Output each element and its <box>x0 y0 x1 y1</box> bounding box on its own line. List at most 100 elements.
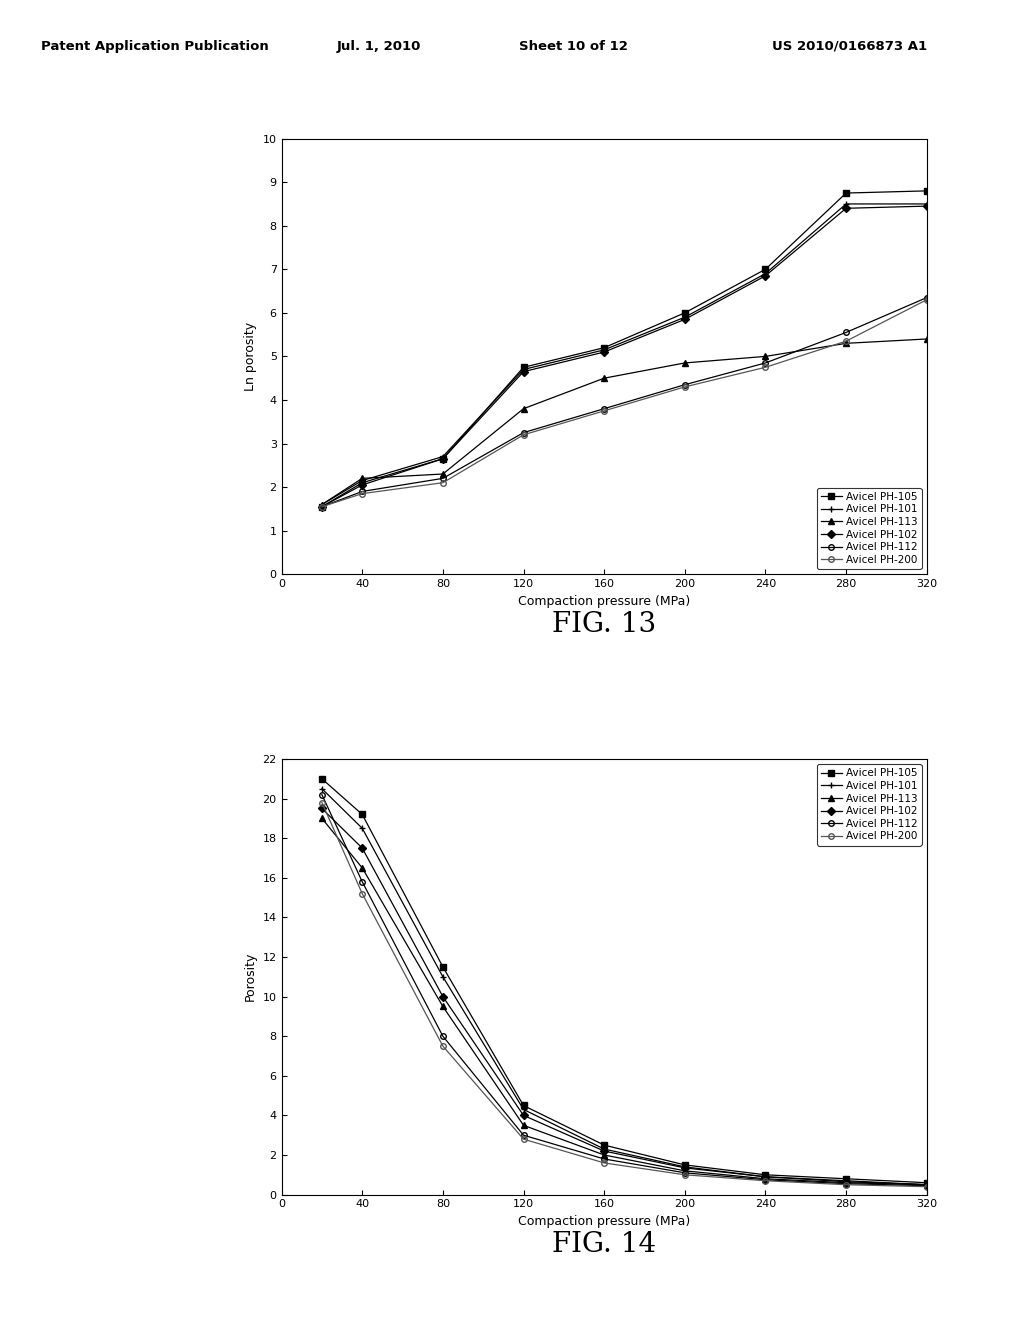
Avicel PH-112 <box>679 1164 691 1180</box>
X-axis label: Compaction pressure (MPa): Compaction pressure (MPa) <box>518 594 690 607</box>
Avicel PH-101 <box>679 1159 691 1175</box>
Avicel PH-102 <box>356 477 369 492</box>
Avicel PH-200 <box>840 1177 852 1193</box>
Avicel PH-113 <box>679 1163 691 1179</box>
Avicel PH-101 <box>517 1101 529 1117</box>
Avicel PH-105 <box>598 339 610 355</box>
Avicel PH-113 <box>840 1175 852 1191</box>
Avicel PH-200 <box>436 475 449 491</box>
Avicel PH-105 <box>315 771 328 787</box>
Avicel PH-105 <box>436 958 449 974</box>
Avicel PH-112 <box>760 355 772 371</box>
Avicel PH-112 <box>598 401 610 417</box>
Avicel PH-112 <box>356 874 369 890</box>
Avicel PH-113 <box>840 335 852 351</box>
Text: Sheet 10 of 12: Sheet 10 of 12 <box>519 40 628 53</box>
Avicel PH-102 <box>760 268 772 284</box>
Avicel PH-105 <box>315 499 328 515</box>
Avicel PH-102 <box>760 1170 772 1185</box>
Avicel PH-102 <box>436 989 449 1005</box>
Avicel PH-200 <box>760 1172 772 1188</box>
Avicel PH-102 <box>598 345 610 360</box>
Avicel PH-112 <box>517 1127 529 1143</box>
Avicel PH-113 <box>598 370 610 385</box>
Avicel PH-102 <box>921 1177 933 1193</box>
Avicel PH-105 <box>436 451 449 467</box>
Avicel PH-113 <box>356 861 369 876</box>
Avicel PH-113 <box>921 331 933 347</box>
Avicel PH-113 <box>315 496 328 512</box>
Avicel PH-102 <box>436 451 449 467</box>
Line: Avicel PH-102: Avicel PH-102 <box>319 203 930 510</box>
Avicel PH-113 <box>679 355 691 371</box>
Avicel PH-200 <box>840 333 852 348</box>
Avicel PH-105 <box>679 1156 691 1172</box>
Avicel PH-102 <box>679 1160 691 1176</box>
Avicel PH-200 <box>679 1167 691 1183</box>
Avicel PH-112 <box>840 325 852 341</box>
Avicel PH-102 <box>315 499 328 515</box>
Avicel PH-101 <box>517 362 529 378</box>
Text: US 2010/0166873 A1: US 2010/0166873 A1 <box>772 40 928 53</box>
Avicel PH-101 <box>921 1177 933 1193</box>
Avicel PH-101 <box>598 342 610 358</box>
Line: Avicel PH-112: Avicel PH-112 <box>319 792 930 1188</box>
Avicel PH-101 <box>760 1170 772 1185</box>
Avicel PH-200 <box>598 403 610 418</box>
Avicel PH-200 <box>679 379 691 395</box>
Avicel PH-101 <box>840 1172 852 1188</box>
Avicel PH-112 <box>436 1028 449 1044</box>
Avicel PH-200 <box>760 359 772 375</box>
Avicel PH-112 <box>436 470 449 486</box>
Avicel PH-102 <box>840 1173 852 1189</box>
Avicel PH-112 <box>315 787 328 803</box>
Avicel PH-112 <box>315 499 328 515</box>
X-axis label: Compaction pressure (MPa): Compaction pressure (MPa) <box>518 1214 690 1228</box>
Avicel PH-200 <box>517 426 529 442</box>
Avicel PH-113 <box>517 401 529 417</box>
Avicel PH-113 <box>598 1147 610 1163</box>
Avicel PH-101 <box>436 969 449 985</box>
Line: Avicel PH-105: Avicel PH-105 <box>319 187 930 510</box>
Avicel PH-113 <box>315 810 328 826</box>
Avicel PH-102 <box>315 800 328 816</box>
Avicel PH-200 <box>517 1131 529 1147</box>
Avicel PH-105 <box>840 1171 852 1187</box>
Line: Avicel PH-113: Avicel PH-113 <box>319 337 930 507</box>
Avicel PH-105 <box>517 1097 529 1113</box>
Avicel PH-112 <box>921 289 933 305</box>
Avicel PH-102 <box>598 1143 610 1159</box>
Avicel PH-101 <box>356 820 369 837</box>
Avicel PH-200 <box>356 486 369 502</box>
Y-axis label: Ln porosity: Ln porosity <box>244 322 257 391</box>
Avicel PH-101 <box>921 195 933 211</box>
Avicel PH-112 <box>679 376 691 392</box>
Avicel PH-101 <box>315 496 328 512</box>
Avicel PH-200 <box>315 499 328 515</box>
Avicel PH-102 <box>921 198 933 214</box>
Avicel PH-113 <box>356 470 369 486</box>
Avicel PH-105 <box>921 1175 933 1191</box>
Avicel PH-113 <box>517 1117 529 1133</box>
Avicel PH-105 <box>356 475 369 491</box>
Avicel PH-105 <box>840 185 852 201</box>
Avicel PH-113 <box>921 1177 933 1193</box>
Avicel PH-102 <box>840 201 852 216</box>
Avicel PH-101 <box>356 473 369 488</box>
Avicel PH-105 <box>679 305 691 321</box>
Avicel PH-102 <box>517 364 529 380</box>
Line: Avicel PH-102: Avicel PH-102 <box>319 805 930 1188</box>
Line: Avicel PH-113: Avicel PH-113 <box>319 816 930 1188</box>
Text: FIG. 13: FIG. 13 <box>552 611 656 638</box>
Avicel PH-112 <box>921 1177 933 1193</box>
Text: Patent Application Publication: Patent Application Publication <box>41 40 268 53</box>
Avicel PH-101 <box>679 309 691 325</box>
Avicel PH-105 <box>760 1167 772 1183</box>
Avicel PH-112 <box>760 1172 772 1188</box>
Legend: Avicel PH-105, Avicel PH-101, Avicel PH-113, Avicel PH-102, Avicel PH-112, Avice: Avicel PH-105, Avicel PH-101, Avicel PH-… <box>816 487 922 569</box>
Line: Avicel PH-101: Avicel PH-101 <box>319 785 930 1188</box>
Avicel PH-105 <box>356 807 369 822</box>
Avicel PH-102 <box>356 840 369 855</box>
Avicel PH-200 <box>356 886 369 902</box>
Line: Avicel PH-101: Avicel PH-101 <box>319 201 930 507</box>
